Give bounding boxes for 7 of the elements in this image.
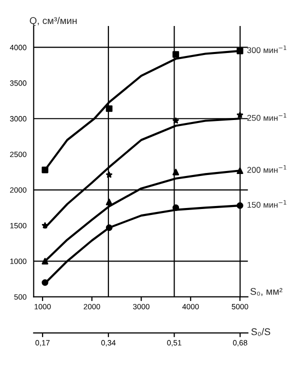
- series-label: 250 мин$^{−1}$: [247, 113, 286, 121]
- x2-axis-title: S₀/S: [251, 328, 270, 336]
- series-label: 150 мин$^{−1}$: [248, 200, 286, 208]
- series-label: 200 мин$^{−1}$: [247, 165, 286, 173]
- series-label: 300 мин$^{−1}$: [247, 46, 286, 54]
- y-axis-title: Q, см³/мин: [30, 16, 77, 26]
- x-axis-title: S₀, мм²: [250, 288, 282, 296]
